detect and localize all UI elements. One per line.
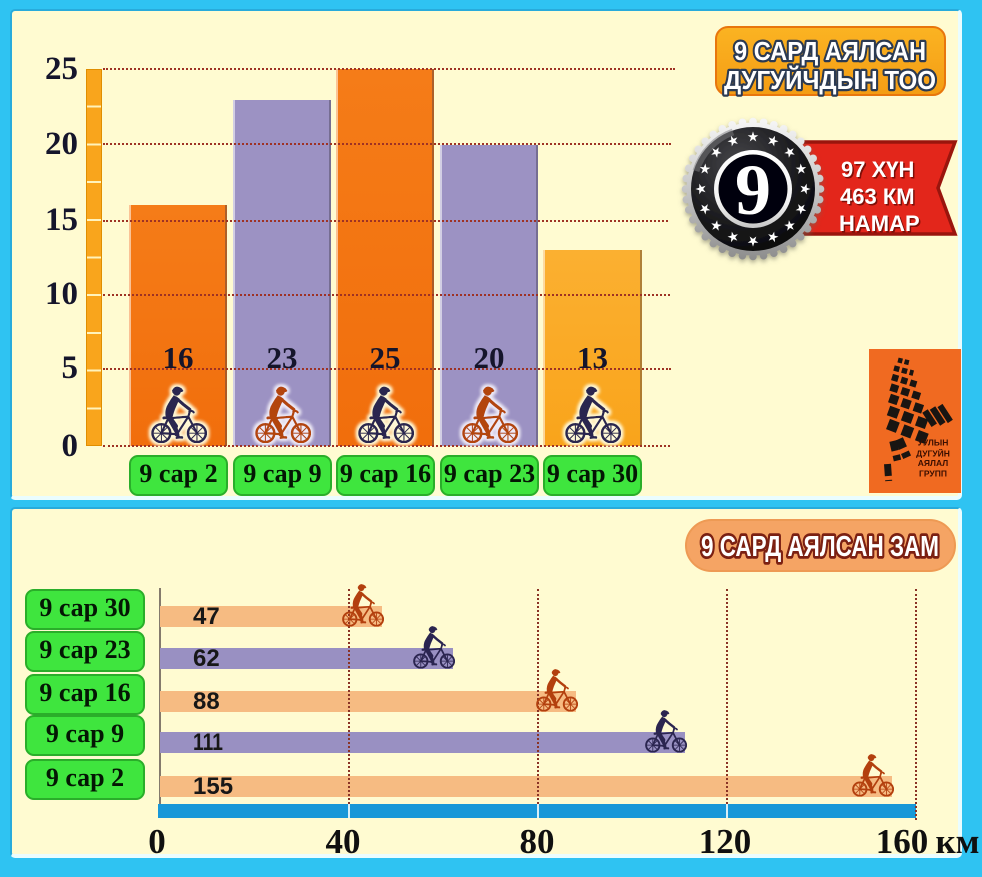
svg-text:9: 9 [735, 150, 771, 230]
svg-text:ДУГУЙН: ДУГУЙН [916, 448, 950, 459]
svg-text:УУЛЫН: УУЛЫН [918, 438, 949, 448]
svg-text:ГРУПП: ГРУПП [919, 469, 947, 479]
svg-text:9 САРД АЯЛСАН ЗАМ: 9 САРД АЯЛСАН ЗАМ [701, 531, 939, 563]
svg-text:9 САРД АЯЛСАН: 9 САРД АЯЛСАН [734, 36, 926, 66]
svg-text:АЯЛАЛ: АЯЛАЛ [918, 458, 948, 468]
svg-text:НАМАР: НАМАР [839, 211, 920, 236]
svg-text:463 КМ: 463 КМ [840, 184, 915, 209]
svg-text:ДУГУЙЧДЫН ТОО: ДУГУЙЧДЫН ТОО [724, 65, 936, 95]
svg-text:97 ХҮН: 97 ХҮН [841, 157, 914, 182]
